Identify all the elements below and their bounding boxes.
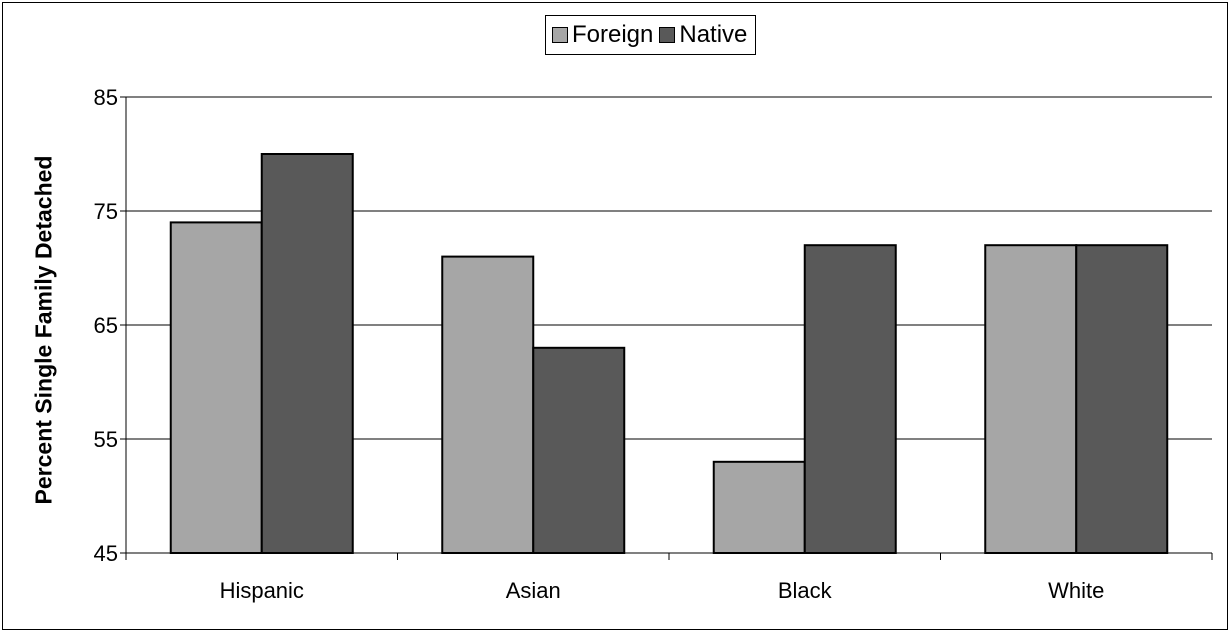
y-tick-label: 75 (94, 199, 118, 224)
y-tick-label: 45 (94, 541, 118, 566)
y-tick-label: 55 (94, 427, 118, 452)
bar-native-white (1075, 244, 1169, 554)
x-tick-label: Black (778, 578, 833, 603)
legend: Foreign Native (545, 15, 757, 55)
x-tick-label: Asian (506, 578, 561, 603)
legend-label-foreign: Foreign (572, 21, 654, 48)
bar-foreign-black (712, 460, 806, 554)
y-axis-label: Percent Single Family Detached (30, 155, 57, 505)
bar-native-hispanic (260, 153, 354, 554)
y-tick-label: 65 (94, 313, 118, 338)
x-tick-label: Hispanic (220, 578, 304, 603)
x-tick-label: White (1048, 578, 1104, 603)
bar-foreign-asian (441, 255, 535, 554)
bar-native-asian (532, 346, 626, 554)
legend-swatch-native (659, 27, 676, 43)
y-tick-label: 85 (94, 85, 118, 110)
legend-swatch-foreign (552, 27, 568, 43)
legend-item-foreign: Foreign (552, 21, 653, 49)
legend-item-native: Native (659, 21, 747, 49)
bar-foreign-white (984, 244, 1078, 554)
legend-label-native: Native (679, 21, 748, 48)
bar-foreign-hispanic (169, 221, 263, 554)
bar-native-black (803, 244, 897, 554)
